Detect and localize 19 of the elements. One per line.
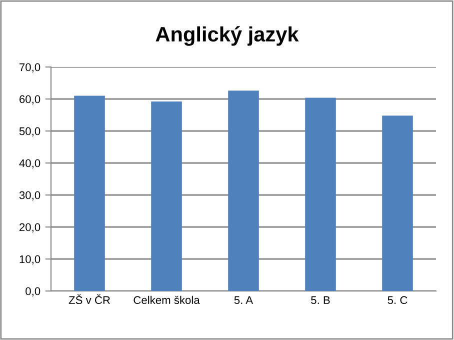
y-tick-label: 70,0 (20, 63, 40, 72)
bar (74, 96, 105, 291)
y-tick-label: 30,0 (19, 191, 40, 200)
bar (382, 116, 413, 291)
chart-title: Anglický jazyk (156, 26, 299, 46)
bar (228, 90, 259, 291)
y-tick-label: 40,0 (19, 159, 40, 168)
bar (151, 102, 182, 291)
x-tick-label: 5. C (388, 296, 408, 304)
y-tick-label: 10,0 (20, 255, 40, 264)
x-tick-label: ZŠ v ČR (68, 294, 110, 304)
y-tick-label: 20,0 (20, 223, 40, 232)
y-tick-label: 60,0 (20, 95, 40, 104)
x-tick-label: 5. B (311, 296, 330, 304)
bar (305, 98, 336, 291)
x-tick-label: 5. A (234, 296, 254, 304)
y-tick-label: 50,0 (19, 127, 40, 136)
y-tick-label: 0,0 (26, 287, 40, 296)
x-tick-label: Celkem škola (134, 296, 200, 304)
